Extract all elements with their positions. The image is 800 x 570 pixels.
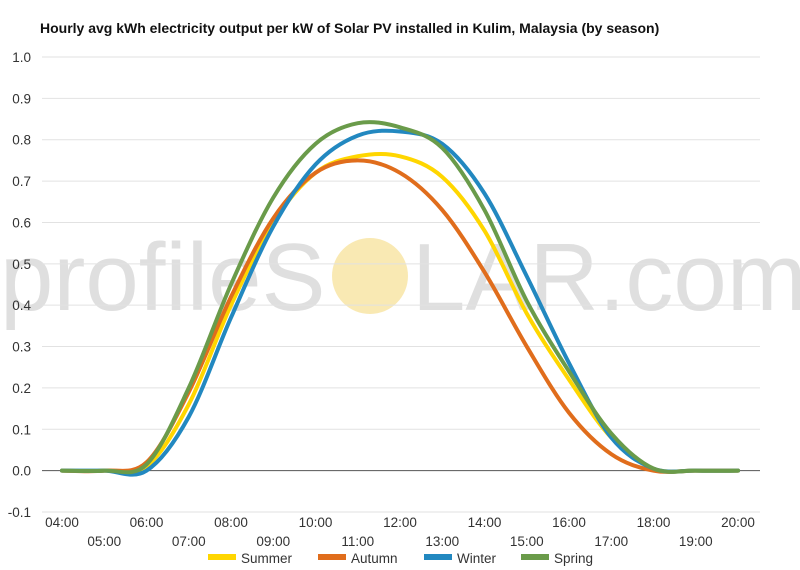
series-lines xyxy=(60,120,740,477)
y-tick-label: -0.1 xyxy=(8,505,31,520)
series-line-spring xyxy=(60,120,740,475)
x-tick-label: 12:00 xyxy=(383,515,417,530)
x-tick-label: 10:00 xyxy=(299,515,333,530)
x-tick-label: 05:00 xyxy=(87,534,121,549)
x-tick-label: 06:00 xyxy=(130,515,164,530)
x-tick-label: 14:00 xyxy=(468,515,502,530)
legend-label-autumn: Autumn xyxy=(351,551,398,566)
y-tick-label: 0.3 xyxy=(12,340,31,355)
watermark-text-left: profileS xyxy=(0,224,326,331)
x-tick-label: 17:00 xyxy=(594,534,628,549)
legend: Summer Autumn Winter Spring xyxy=(208,551,593,566)
legend-label-spring: Spring xyxy=(554,551,593,566)
x-tick-label: 16:00 xyxy=(552,515,586,530)
legend-label-summer: Summer xyxy=(241,551,293,566)
y-tick-label: 0.0 xyxy=(12,464,31,479)
y-tick-label: 0.7 xyxy=(12,174,31,189)
y-tick-label: 0.4 xyxy=(12,298,31,313)
x-axis: 04:00 05:00 06:00 07:00 08:00 09:00 10:00 11:00… xyxy=(45,515,755,549)
legend-swatch-spring xyxy=(521,554,549,560)
chart-title: Hourly avg kWh electricity output per kW… xyxy=(40,20,659,36)
x-tick-label: 18:00 xyxy=(637,515,671,530)
y-tick-label: 0.2 xyxy=(12,381,31,396)
x-tick-label: 08:00 xyxy=(214,515,248,530)
x-tick-label: 15:00 xyxy=(510,534,544,549)
x-tick-label: 13:00 xyxy=(425,534,459,549)
y-axis: 1.0 0.9 0.8 0.7 0.6 0.5 0.4 0.3 0.2 0.1 0.0 -0.1 xyxy=(8,50,32,520)
x-tick-label: 11:00 xyxy=(341,534,374,549)
y-tick-label: 0.5 xyxy=(12,257,31,272)
y-tick-label: 1.0 xyxy=(12,50,31,65)
watermark-sun-icon xyxy=(332,238,408,314)
legend-swatch-winter xyxy=(424,554,452,560)
watermark: profileS LAR.com xyxy=(0,224,800,331)
y-tick-label: 0.1 xyxy=(12,422,31,437)
x-tick-label: 19:00 xyxy=(679,534,713,549)
y-tick-label: 0.9 xyxy=(12,91,31,106)
series-line-winter xyxy=(60,128,740,477)
legend-swatch-autumn xyxy=(318,554,346,560)
watermark-text-right: LAR.com xyxy=(412,224,800,331)
y-tick-label: 0.6 xyxy=(12,215,31,230)
y-tick-label: 0.8 xyxy=(12,133,31,148)
x-tick-label: 07:00 xyxy=(172,534,206,549)
legend-label-winter: Winter xyxy=(457,551,497,566)
gridlines xyxy=(42,56,760,513)
x-tick-label: 20:00 xyxy=(721,515,755,530)
legend-swatch-summer xyxy=(208,554,236,560)
x-tick-label: 09:00 xyxy=(256,534,290,549)
x-tick-label: 04:00 xyxy=(45,515,79,530)
